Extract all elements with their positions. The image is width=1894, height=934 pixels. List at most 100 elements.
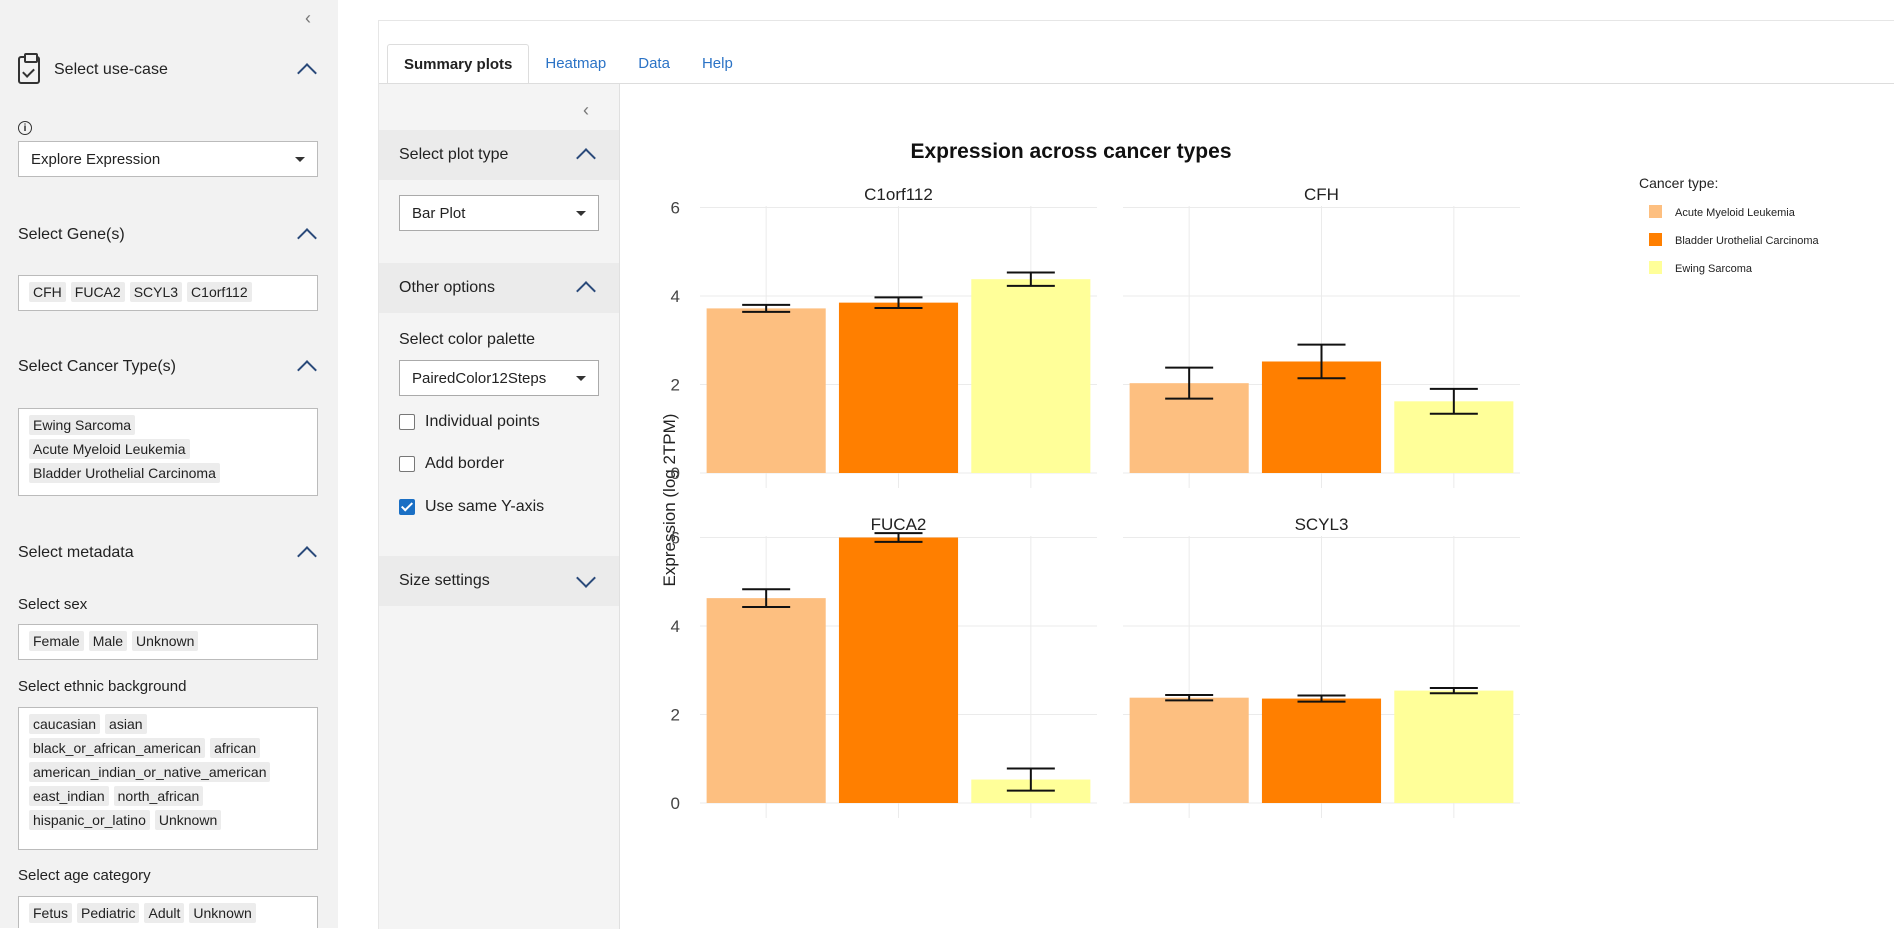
sex-input[interactable]: Female Male Unknown bbox=[18, 624, 318, 660]
gene-tag[interactable]: SCYL3 bbox=[129, 282, 183, 302]
ethnic-tag[interactable]: north_african bbox=[113, 786, 204, 806]
plot-type-select[interactable]: Bar Plot bbox=[399, 195, 599, 231]
gene-tag[interactable]: C1orf112 bbox=[187, 282, 252, 302]
ethnic-input[interactable]: caucasian asian black_or_african_america… bbox=[18, 707, 318, 850]
usecase-select[interactable]: Explore Expression bbox=[18, 141, 318, 177]
chart-title: Expression across cancer types bbox=[910, 140, 1231, 163]
sex-tag[interactable]: Female bbox=[29, 631, 84, 651]
checkbox-unchecked-icon[interactable] bbox=[399, 414, 415, 430]
ethnic-tag[interactable]: african bbox=[210, 738, 261, 758]
main-panel: Summary plots Heatmap Data Help ‹ Select… bbox=[378, 20, 1894, 929]
age-tag[interactable]: Pediatric bbox=[77, 903, 140, 923]
bar-scyl3-2 bbox=[1394, 690, 1514, 803]
individual-points-checkbox[interactable]: Individual points bbox=[399, 413, 540, 431]
tab-divider bbox=[379, 83, 1894, 84]
bar-cfh-1 bbox=[1261, 361, 1382, 473]
info-icon[interactable]: i bbox=[18, 121, 32, 135]
ethnic-tag[interactable]: hispanic_or_latino bbox=[29, 810, 150, 830]
ethnic-label: Select ethnic background bbox=[18, 678, 187, 695]
legend-swatch-0 bbox=[1649, 205, 1662, 218]
options-collapse-icon[interactable]: ‹ bbox=[583, 100, 589, 120]
y-tick-label: 6 bbox=[671, 529, 680, 548]
age-tag[interactable]: Adult bbox=[144, 903, 185, 923]
bar-scyl3-1 bbox=[1261, 698, 1382, 803]
ethnic-tag[interactable]: Unknown bbox=[154, 810, 222, 830]
ethnic-tag[interactable]: east_indian bbox=[29, 786, 109, 806]
chevron-up-icon[interactable] bbox=[297, 546, 317, 566]
age-tag[interactable]: Unknown bbox=[189, 903, 256, 923]
ethnic-tag[interactable]: caucasian bbox=[29, 714, 101, 734]
metadata-title: Select metadata bbox=[18, 544, 134, 561]
legend-title: Cancer type: bbox=[1639, 175, 1718, 191]
checkbox-unchecked-icon[interactable] bbox=[399, 456, 415, 472]
bar-c1orf112-0 bbox=[706, 308, 826, 473]
y-tick-label: 2 bbox=[671, 706, 680, 725]
gene-tag[interactable]: FUCA2 bbox=[70, 282, 125, 302]
tab-help[interactable]: Help bbox=[701, 55, 733, 72]
ethnic-tag[interactable]: black_or_african_american bbox=[29, 738, 206, 758]
chevron-up-icon[interactable] bbox=[576, 148, 596, 168]
ethnic-tag[interactable]: american_indian_or_native_american bbox=[29, 762, 271, 782]
chevron-up-icon[interactable] bbox=[297, 63, 317, 83]
other-options-header[interactable]: Other options bbox=[379, 263, 619, 313]
metadata-section-header[interactable]: Select metadata bbox=[18, 543, 320, 566]
tab-bar: Summary plots Heatmap Data Help bbox=[387, 44, 749, 86]
checkbox-checked-icon[interactable] bbox=[399, 499, 415, 515]
sidebar-collapse-icon[interactable]: ‹ bbox=[305, 8, 311, 28]
plot-type-title: Select plot type bbox=[399, 146, 509, 163]
cancer-tag[interactable]: Acute Myeloid Leukemia bbox=[29, 439, 190, 459]
caret-down-icon bbox=[295, 156, 305, 162]
usecase-select-value: Explore Expression bbox=[31, 150, 161, 168]
size-settings-header[interactable]: Size settings bbox=[379, 556, 619, 606]
genes-input[interactable]: CFH FUCA2 SCYL3 C1orf112 bbox=[18, 275, 318, 311]
chevron-up-icon[interactable] bbox=[576, 281, 596, 301]
y-tick-label: 0 bbox=[671, 794, 680, 813]
plot-type-value: Bar Plot bbox=[412, 204, 466, 222]
cancer-tag[interactable]: Bladder Urothelial Carcinoma bbox=[29, 463, 220, 483]
cancer-tag[interactable]: Ewing Sarcoma bbox=[29, 415, 136, 435]
sex-label: Select sex bbox=[18, 596, 88, 613]
sex-tag[interactable]: Male bbox=[88, 631, 128, 651]
tab-summary-plots[interactable]: Summary plots bbox=[387, 44, 530, 86]
usecase-title: Select use-case bbox=[54, 61, 168, 78]
usecase-section-header[interactable]: Select use-case bbox=[18, 53, 320, 84]
legend-swatch-1 bbox=[1649, 233, 1662, 246]
bar-chart: Expression across cancer types Expression… bbox=[660, 140, 1820, 818]
tab-data[interactable]: Data bbox=[638, 55, 670, 72]
caret-down-icon bbox=[576, 210, 586, 216]
y-tick-label: 4 bbox=[671, 617, 680, 636]
options-panel: ‹ Select plot type Bar Plot Other option… bbox=[379, 84, 620, 929]
gene-tag[interactable]: CFH bbox=[29, 282, 66, 302]
genes-title: Select Gene(s) bbox=[18, 226, 125, 243]
bar-c1orf112-2 bbox=[971, 279, 1091, 473]
legend-swatch-2 bbox=[1649, 261, 1662, 274]
sex-tag[interactable]: Unknown bbox=[132, 631, 199, 651]
y-tick-label: 0 bbox=[671, 464, 680, 483]
bar-c1orf112-1 bbox=[838, 302, 959, 473]
chevron-up-icon[interactable] bbox=[297, 360, 317, 380]
same-y-axis-label: Use same Y-axis bbox=[425, 498, 545, 515]
legend-entry-0: Acute Myeloid Leukemia bbox=[1675, 207, 1796, 219]
y-axis-label: Expression (log 2TPM) bbox=[660, 414, 679, 587]
chevron-down-icon[interactable] bbox=[576, 568, 596, 588]
individual-points-label: Individual points bbox=[425, 413, 540, 430]
panel-title-c1orf112: C1orf112 bbox=[864, 185, 933, 204]
plot-type-header[interactable]: Select plot type bbox=[379, 130, 619, 180]
age-input[interactable]: Fetus Pediatric Adult Unknown bbox=[18, 896, 318, 928]
genes-section-header[interactable]: Select Gene(s) bbox=[18, 225, 320, 248]
cancer-input[interactable]: Ewing Sarcoma Acute Myeloid Leukemia Bla… bbox=[18, 408, 318, 496]
palette-select[interactable]: PairedColor12Steps bbox=[399, 360, 599, 396]
same-y-axis-checkbox[interactable]: Use same Y-axis bbox=[399, 498, 544, 516]
panel-title-fuca2: FUCA2 bbox=[871, 515, 927, 534]
y-tick-label: 4 bbox=[671, 287, 680, 306]
panel-title-scyl3: SCYL3 bbox=[1295, 515, 1349, 534]
tab-heatmap[interactable]: Heatmap bbox=[545, 55, 607, 72]
add-border-checkbox[interactable]: Add border bbox=[399, 455, 504, 473]
chart-area: Expression across cancer types Expression… bbox=[621, 85, 1894, 929]
cancer-section-header[interactable]: Select Cancer Type(s) bbox=[18, 357, 320, 380]
ethnic-tag[interactable]: asian bbox=[105, 714, 147, 734]
chevron-up-icon[interactable] bbox=[297, 228, 317, 248]
age-label: Select age category bbox=[18, 867, 151, 884]
age-tag[interactable]: Fetus bbox=[29, 903, 73, 923]
y-tick-label: 6 bbox=[671, 199, 680, 218]
